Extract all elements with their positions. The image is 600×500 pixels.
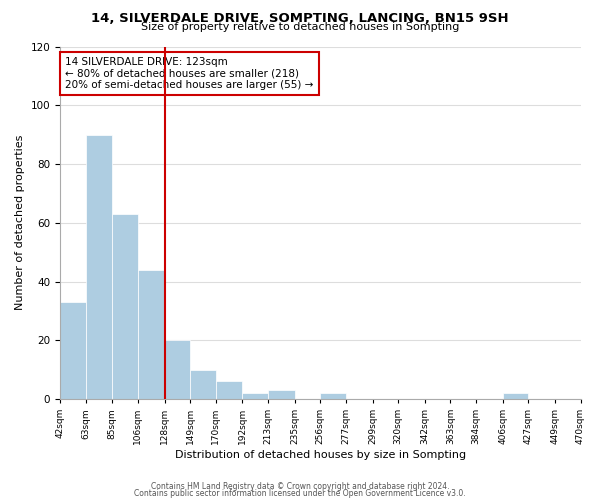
Text: Size of property relative to detached houses in Sompting: Size of property relative to detached ho… [141,22,459,32]
Bar [320,393,346,399]
Text: Contains public sector information licensed under the Open Government Licence v3: Contains public sector information licen… [134,489,466,498]
Bar [138,270,164,399]
Text: 14, SILVERDALE DRIVE, SOMPTING, LANCING, BN15 9SH: 14, SILVERDALE DRIVE, SOMPTING, LANCING,… [91,12,509,26]
Bar [242,393,268,399]
Bar [215,382,242,399]
Bar [190,370,215,399]
Bar [60,302,86,399]
Bar [503,393,528,399]
Text: Contains HM Land Registry data © Crown copyright and database right 2024.: Contains HM Land Registry data © Crown c… [151,482,449,491]
Bar [86,134,112,399]
Bar [268,390,295,399]
Bar [112,214,138,399]
Text: 14 SILVERDALE DRIVE: 123sqm
← 80% of detached houses are smaller (218)
20% of se: 14 SILVERDALE DRIVE: 123sqm ← 80% of det… [65,57,314,90]
Y-axis label: Number of detached properties: Number of detached properties [15,135,25,310]
X-axis label: Distribution of detached houses by size in Sompting: Distribution of detached houses by size … [175,450,466,460]
Bar [164,340,190,399]
